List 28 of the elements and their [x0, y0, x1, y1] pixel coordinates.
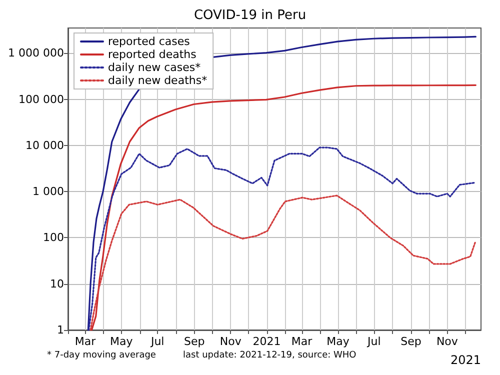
y-tick-label: 100	[43, 231, 64, 244]
x-tick-label: Sep	[400, 335, 422, 348]
x-tick-label: May	[110, 335, 134, 348]
x-tick-label: 2021	[252, 335, 281, 348]
x-tick-label: Nov	[436, 335, 458, 348]
y-tick-label: 1 000 000	[8, 46, 64, 60]
legend-label: daily new deaths*	[108, 74, 208, 87]
x-tick-label: Jul	[366, 335, 381, 348]
x-tick-label: Mar	[74, 335, 96, 348]
x-tick-label: Mar	[291, 335, 313, 348]
y-tick-label: 10	[50, 277, 64, 290]
legend-label: daily new cases*	[108, 61, 202, 74]
chart-title: COVID-19 in Peru	[194, 8, 306, 23]
x-tick-label: Nov	[220, 335, 242, 348]
line-series	[88, 146, 476, 331]
legend-label: reported cases	[108, 35, 190, 48]
x-tick-label: Jul	[150, 335, 164, 348]
y-tick-label: 1	[57, 324, 64, 336]
text: * 7-day moving average	[47, 350, 156, 360]
x-tick-label: May	[326, 335, 350, 348]
legend-label: reported deaths	[108, 48, 197, 61]
text: last update: 2021-12-19, source: WHO	[183, 350, 356, 360]
y-tick-label: 1 000	[32, 185, 64, 198]
y-tick-label: 100 000	[18, 92, 64, 106]
line-series	[90, 194, 476, 331]
x-axis-title: 2021	[450, 353, 481, 367]
y-tick-label: 10 000	[26, 138, 64, 152]
x-tick-label: Sep	[184, 335, 205, 348]
